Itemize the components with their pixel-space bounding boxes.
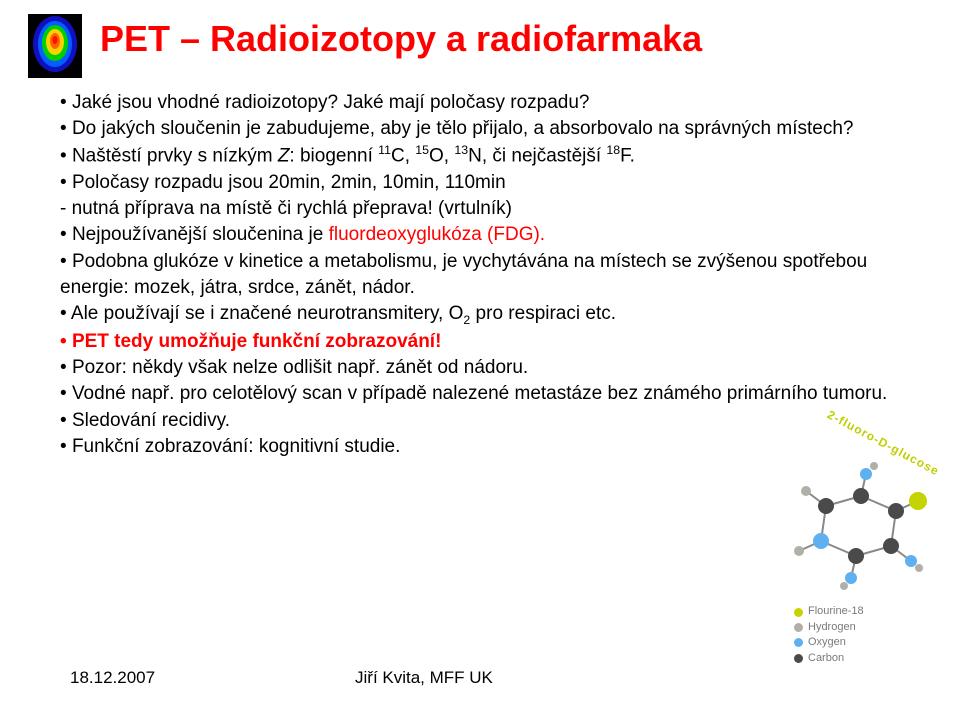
bullet-2: • Do jakých sloučenin je zabudujeme, aby… [60, 116, 900, 142]
bullet-3: • Naštěstí prvky s nízkým Z: biogenní 11… [60, 142, 900, 170]
bullet-4b: - nutná příprava na místě či rychlá přep… [60, 196, 900, 222]
legend-dot-o [794, 638, 803, 647]
legend-dot-f18 [794, 608, 803, 617]
bullet-11: • Sledování recidivy. [60, 408, 900, 434]
pet-brain-icon [28, 14, 82, 78]
footer-date: 18.12.2007 [70, 668, 155, 688]
bullet-10: • Vodné např. pro celotělový scan v příp… [60, 381, 900, 407]
bullet-8: • PET tedy umožňuje funkční zobrazování! [60, 329, 900, 355]
bullet-5: • Nejpoužívanější sloučenina je fluordeo… [60, 222, 900, 248]
bullet-6: • Podobna glukóze v kinetice a metabolis… [60, 249, 900, 301]
slide-body: • Jaké jsou vhodné radioizotopy? Jaké ma… [60, 90, 900, 460]
bullet-7: • Ale používají se i značené neurotransm… [60, 301, 900, 329]
footer-author: Jiří Kvita, MFF UK [355, 668, 493, 688]
bullet-9: • Pozor: někdy však nelze odlišit např. … [60, 355, 900, 381]
molecule-legend: Flourine-18 Hydrogen Oxygen Carbon [794, 604, 864, 666]
legend-dot-c [794, 654, 803, 663]
legend-dot-h [794, 623, 803, 632]
bullet-4a: • Poločasy rozpadu jsou 20min, 2min, 10m… [60, 170, 900, 196]
fdg-molecule-diagram: 2-fluoro-D-glucose [766, 456, 946, 666]
slide-title: PET – Radioizotopy a radiofarmaka [100, 18, 702, 60]
bullet-1: • Jaké jsou vhodné radioizotopy? Jaké ma… [60, 90, 900, 116]
